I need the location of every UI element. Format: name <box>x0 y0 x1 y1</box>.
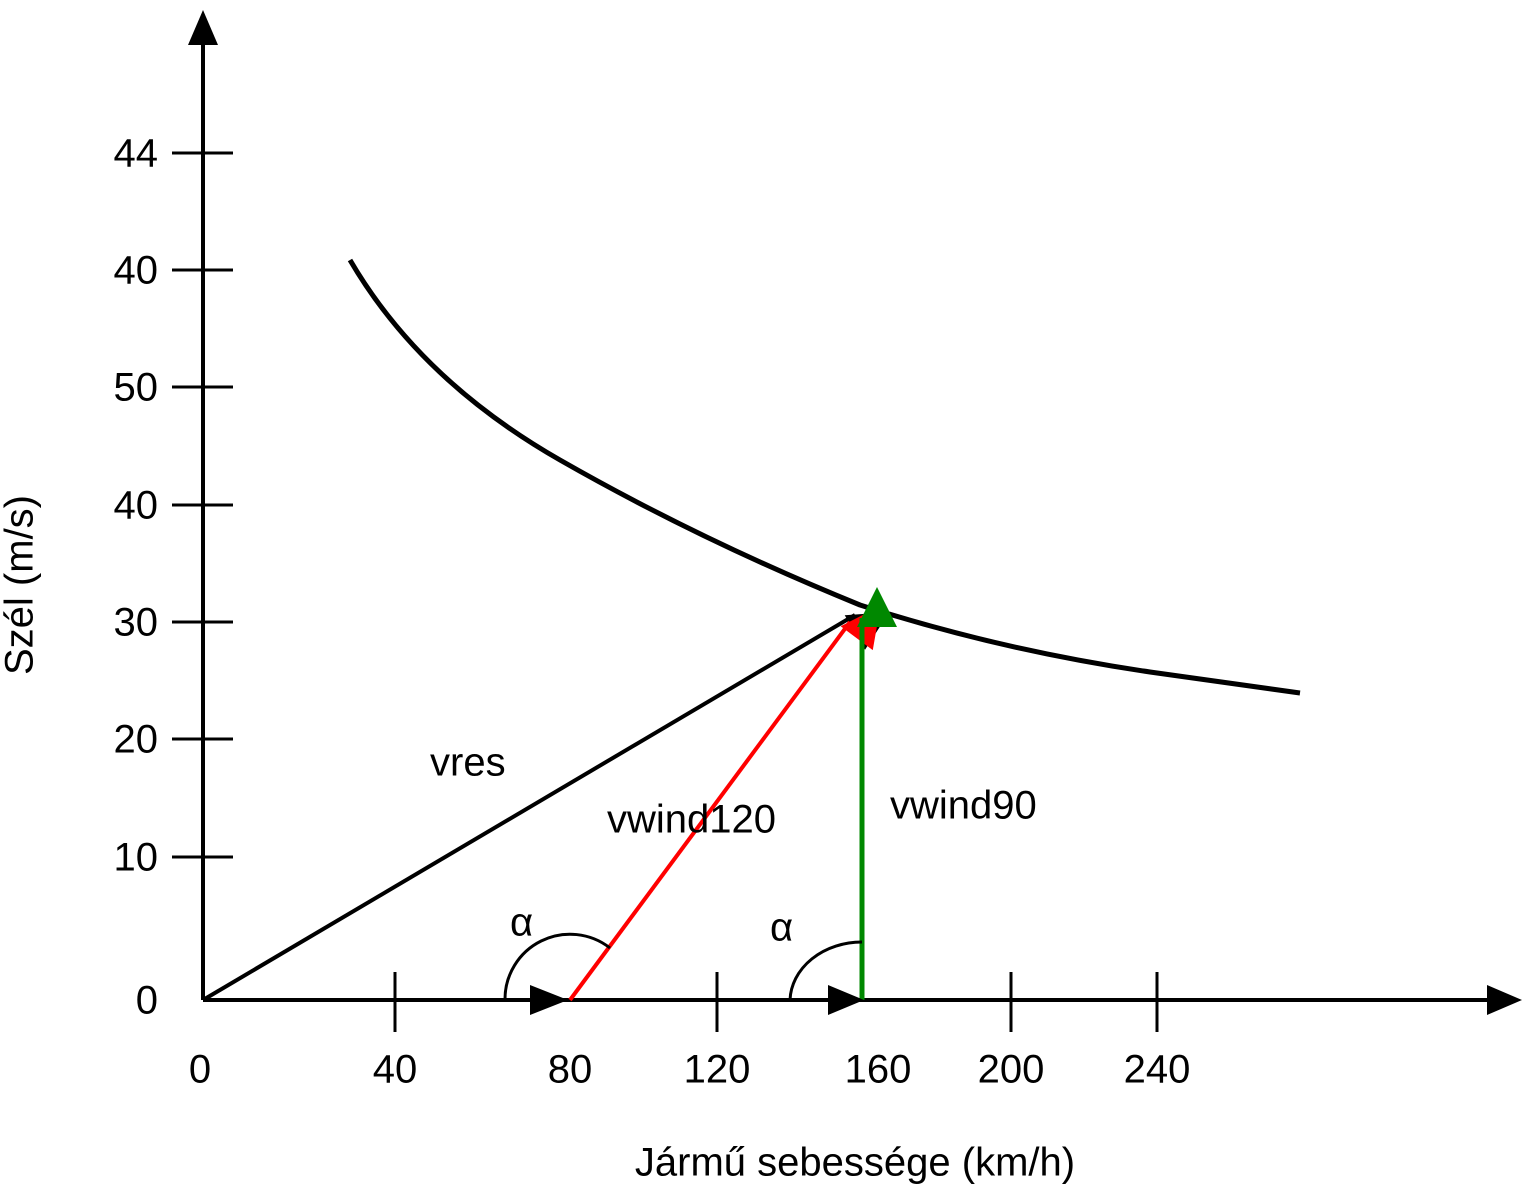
angle-label: α <box>510 901 533 945</box>
vres-arrow <box>201 612 890 1002</box>
y-tick-label: 40 <box>114 484 159 528</box>
x-tick-label: 0 <box>189 1048 211 1092</box>
x-tick-label: 40 <box>373 1048 418 1092</box>
curve <box>347 258 1301 696</box>
angle-label: α <box>770 906 793 950</box>
y-axis-arrow <box>188 10 218 45</box>
x-tick-label: 240 <box>1124 1048 1191 1092</box>
y-axis-title: Szél (m/s) <box>0 495 42 675</box>
vector-label: vwind90 <box>890 784 1037 828</box>
y-tick-label: 30 <box>114 601 159 645</box>
x-tick-label: 160 <box>845 1048 912 1092</box>
axes <box>188 10 1522 1015</box>
x-axis-title: Jármű sebessége (km/h) <box>635 1141 1075 1185</box>
vehicle-arrow <box>828 985 864 1015</box>
vehicle-arrow <box>530 985 568 1015</box>
x-axis-arrow <box>1487 985 1522 1015</box>
x-tick-label: 200 <box>978 1048 1045 1092</box>
angle-arc <box>788 940 863 1001</box>
y-tick-label: 44 <box>114 132 159 176</box>
y-tick-label: 0 <box>136 979 158 1023</box>
y-tick-label: 10 <box>114 836 159 880</box>
y-tick-label: 20 <box>114 718 159 762</box>
vector-label: vwind120 <box>607 798 776 842</box>
x-tick-label: 80 <box>548 1048 593 1092</box>
x-tick-label: 120 <box>684 1048 751 1092</box>
vwind120-arrow <box>568 606 881 1002</box>
angle-arc <box>503 932 611 1001</box>
y-tick-label: 50 <box>114 366 159 410</box>
y-tick-label: 40 <box>114 249 159 293</box>
vector-label: vres <box>430 741 506 785</box>
